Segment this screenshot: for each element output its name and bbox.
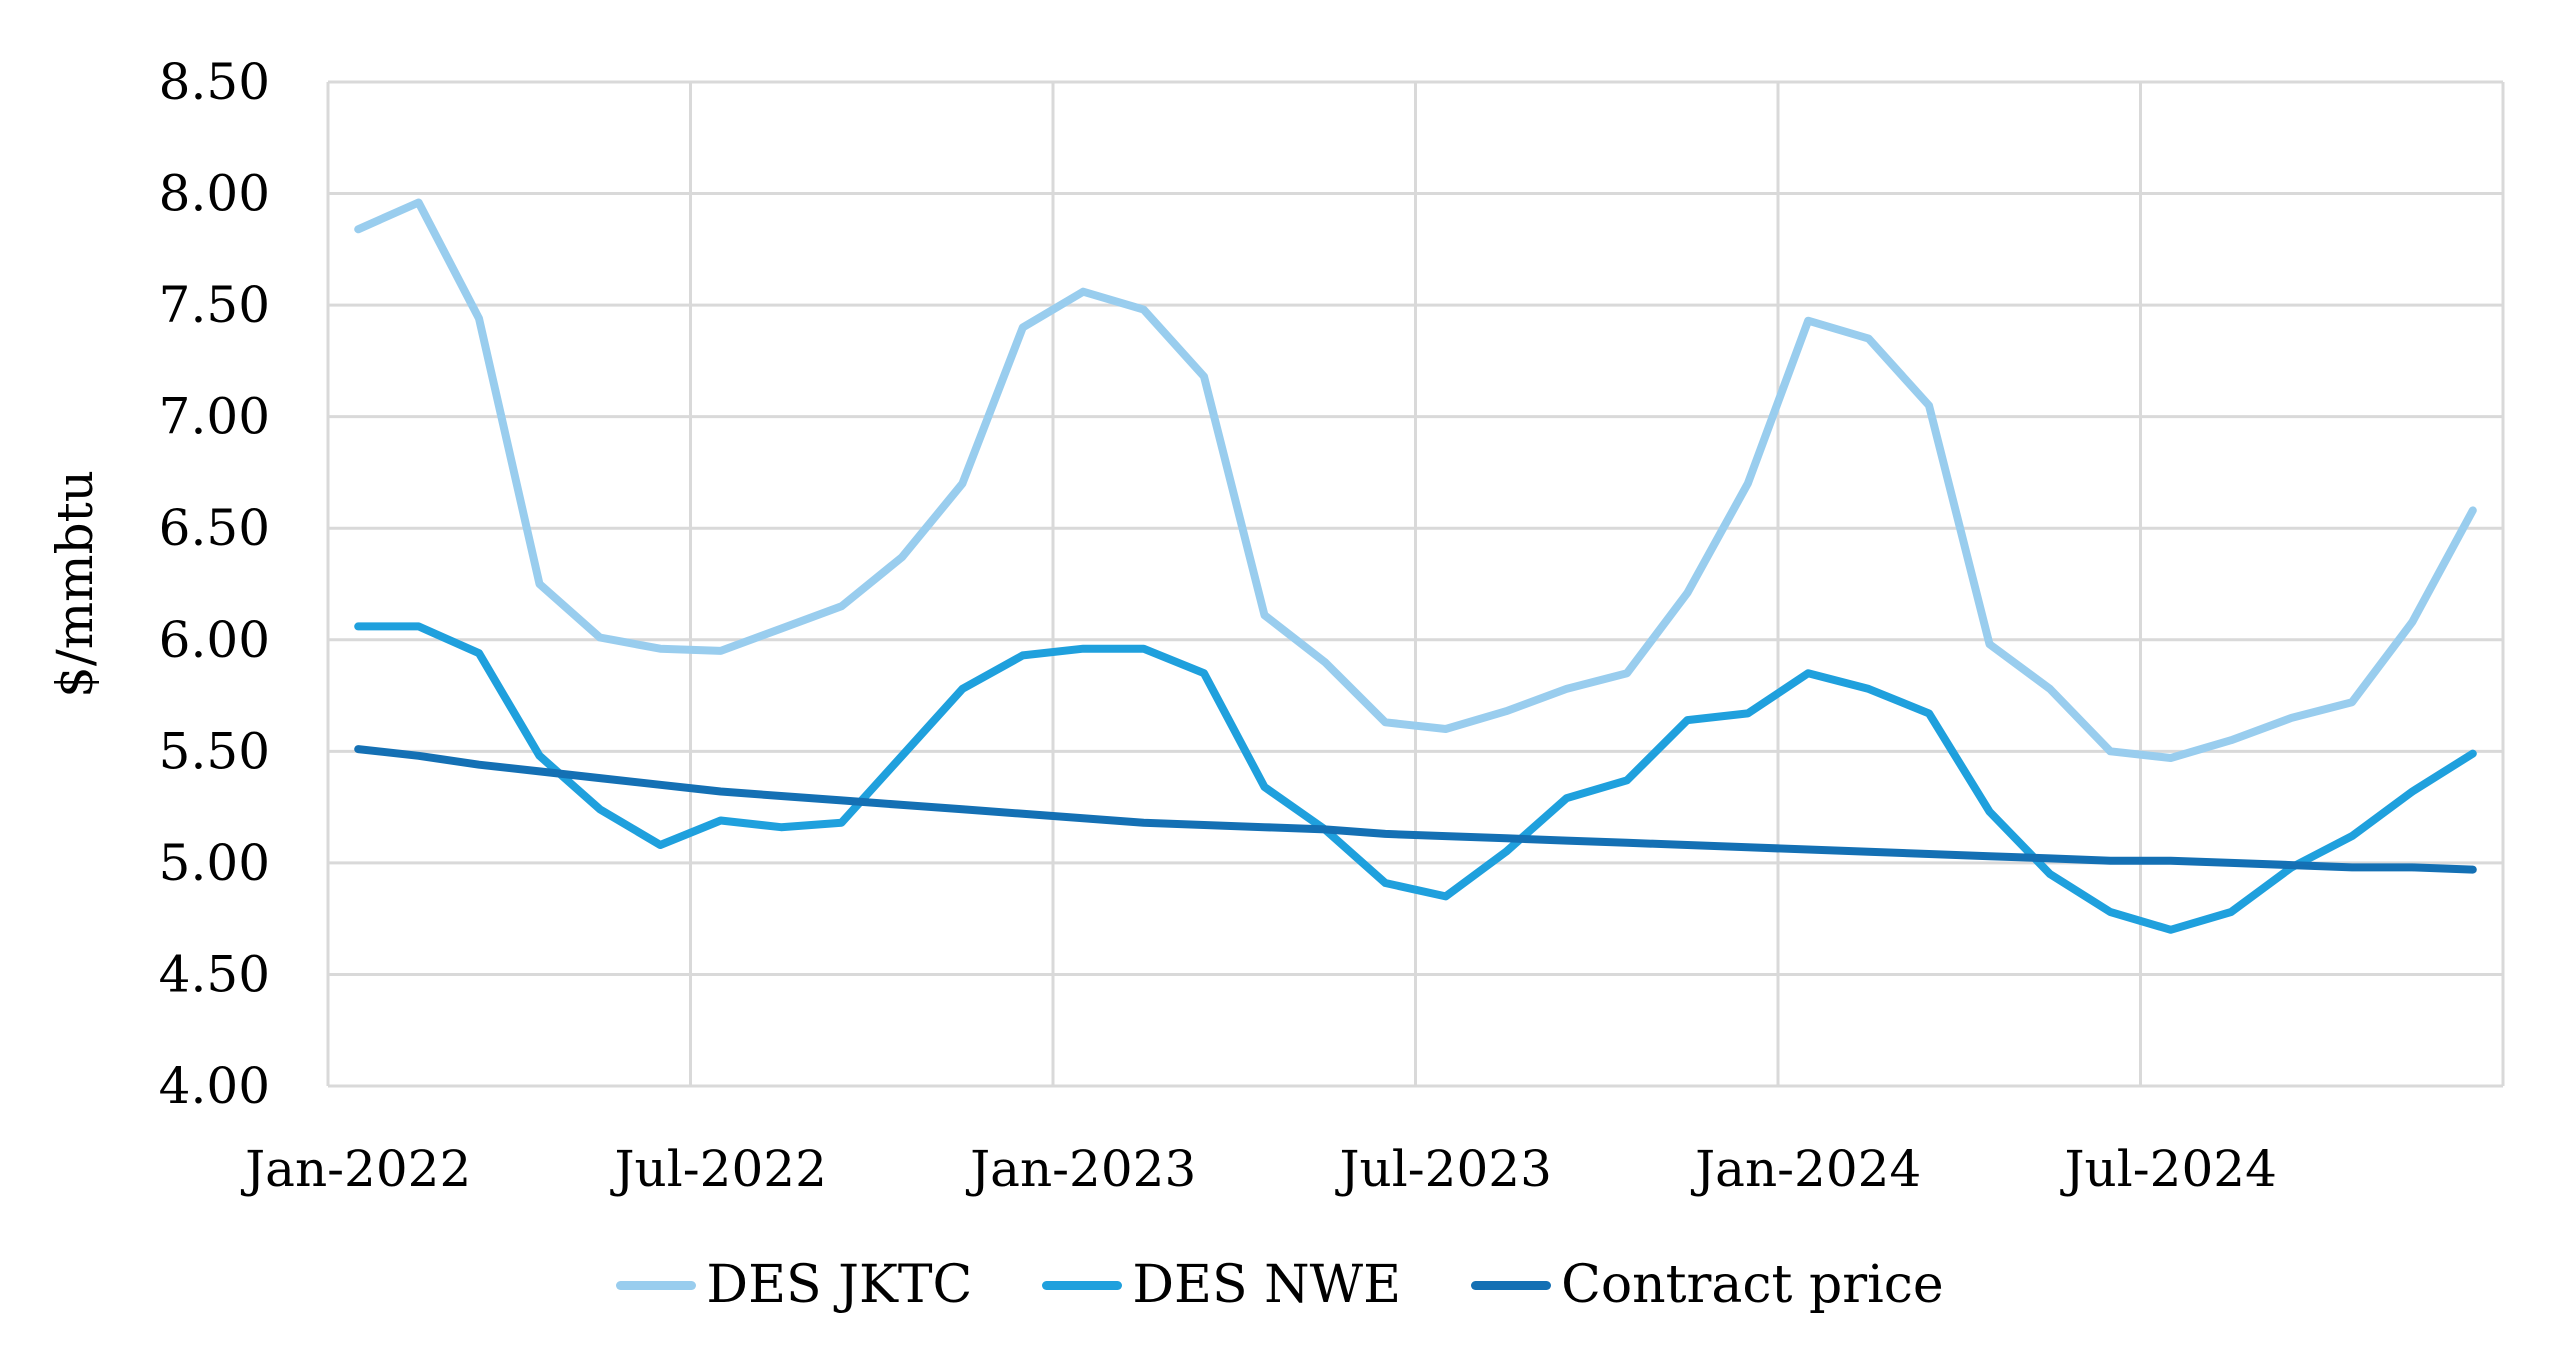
- legend-swatch: [616, 1280, 697, 1290]
- series-line-des-jktc: [354, 198, 2477, 762]
- y-axis-ticks: 4.00 4.50 5.00 5.50 6.00 6.50 7.00 7.50 8.00 8.50: [159, 53, 270, 1115]
- x-tick-label: Jan-2022: [240, 1140, 471, 1198]
- series-line-des-nwe: [354, 622, 2477, 934]
- x-axis-ticks: Jan-2022 Jul-2022 Jan-2023 Jul-2023 Jan-2024…: [240, 1140, 2277, 1198]
- legend-swatch: [1042, 1280, 1123, 1290]
- y-tick-label: 5.50: [159, 722, 270, 780]
- legend-item: DES NWE: [1042, 1255, 1401, 1315]
- y-tick-label: 8.00: [159, 165, 270, 223]
- y-tick-label: 6.00: [159, 611, 270, 669]
- legend-swatch: [1471, 1280, 1552, 1290]
- y-axis-label: $/mmbtu: [46, 470, 104, 698]
- y-tick-label: 5.00: [159, 834, 270, 892]
- x-tick-label: Jul-2022: [610, 1140, 827, 1198]
- x-tick-label: Jan-2024: [1690, 1140, 1921, 1198]
- y-tick-label: 4.50: [159, 945, 270, 1003]
- series-line-contract-price: [354, 745, 2477, 874]
- legend-label: DES NWE: [1132, 1255, 1402, 1315]
- y-tick-label: 7.00: [159, 388, 270, 446]
- y-tick-label: 8.50: [159, 53, 270, 111]
- x-tick-label: Jul-2023: [1335, 1140, 1552, 1198]
- legend-item: DES JKTC: [616, 1255, 972, 1315]
- x-tick-label: Jan-2023: [965, 1140, 1196, 1198]
- legend-label: Contract price: [1561, 1255, 1944, 1315]
- legend-item: Contract price: [1471, 1255, 1944, 1315]
- x-tick-label: Jul-2024: [2060, 1140, 2277, 1198]
- legend: DES JKTC DES NWE Contract price: [0, 1255, 2560, 1315]
- series-lines: [354, 198, 2477, 934]
- y-tick-label: 6.50: [159, 499, 270, 557]
- y-tick-label: 4.00: [159, 1057, 270, 1115]
- y-tick-label: 7.50: [159, 276, 270, 334]
- gridlines: [326, 80, 2505, 1088]
- legend-label: DES JKTC: [706, 1255, 973, 1315]
